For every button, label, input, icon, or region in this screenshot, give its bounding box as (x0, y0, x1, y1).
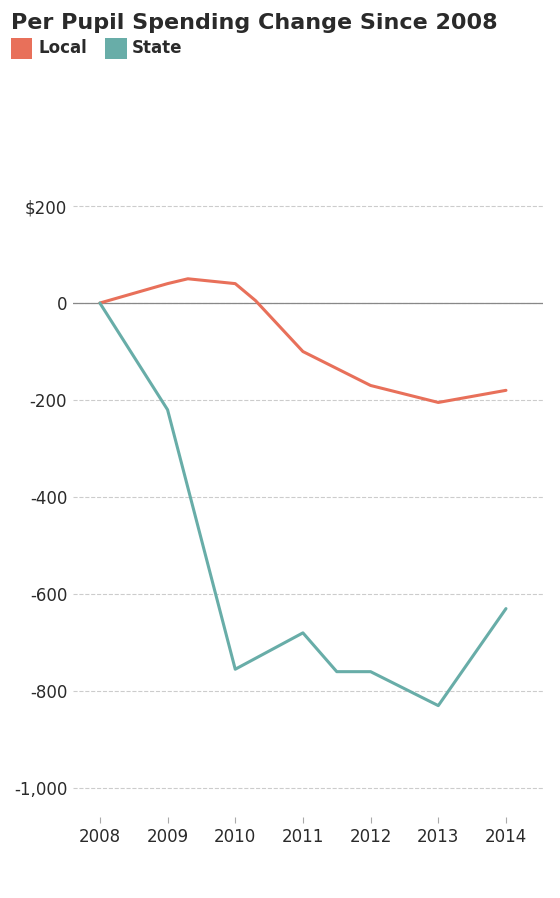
Text: Local: Local (38, 40, 87, 57)
Text: State: State (132, 40, 183, 57)
Text: Per Pupil Spending Change Since 2008: Per Pupil Spending Change Since 2008 (11, 13, 498, 33)
